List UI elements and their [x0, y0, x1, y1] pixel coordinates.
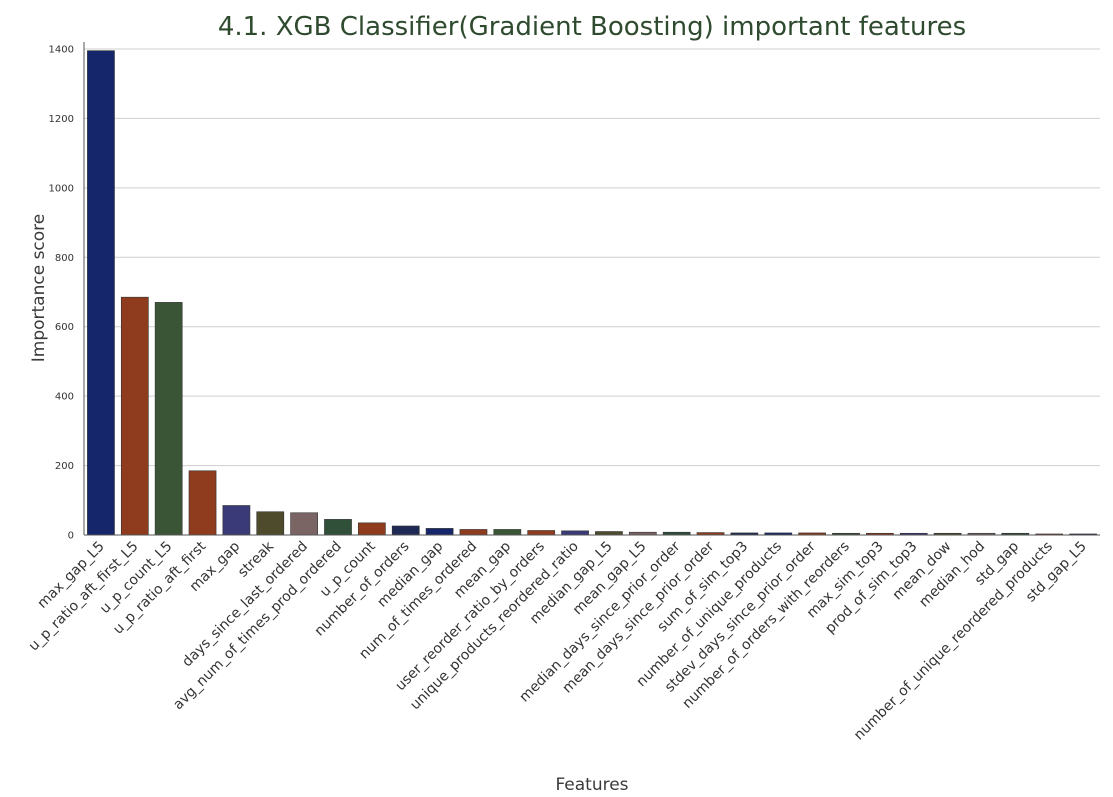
y-axis-ticks: 0 200 400 600 800 1000 1200 1400 — [49, 44, 74, 541]
bar-num-of-times-ordered — [459, 529, 488, 536]
y-tick-label: 600 — [55, 322, 74, 333]
bar-u-p-count — [358, 522, 386, 536]
bar-u-p-ratio-aft-first — [188, 470, 217, 536]
bars — [87, 50, 1097, 536]
bar-user-reorder-ratio-by-orders — [527, 530, 556, 536]
bar-u-p-count-l5 — [154, 302, 183, 536]
bar-days-since-last-ordered — [290, 512, 318, 536]
bar-u-p-ratio-aft-first-l5 — [120, 296, 149, 536]
bar-max-gap-l5 — [87, 50, 115, 536]
y-tick-label: 400 — [55, 392, 74, 403]
x-axis-label: Features — [555, 775, 628, 795]
bar-median-gap — [425, 528, 454, 536]
y-tick-label: 1000 — [49, 183, 74, 194]
x-axis-ticks: max_gap_L5u_p_ratio_aft_first_L5u_p_coun… — [26, 538, 1090, 744]
bar-number-of-orders — [391, 525, 420, 536]
bar-median-gap-l5 — [595, 531, 623, 536]
y-tick-label: 1400 — [49, 44, 74, 55]
bar-unique-products-reordered-ratio — [561, 530, 589, 536]
y-tick-label: 200 — [55, 461, 74, 472]
bar-avg-num-of-times-prod-ordered — [324, 519, 352, 536]
bar-max-gap — [222, 505, 251, 536]
y-tick-label: 800 — [55, 253, 74, 264]
grid — [84, 48, 1100, 467]
chart-title: 4.1. XGB Classifier(Gradient Boosting) i… — [218, 12, 966, 42]
bar-mean-gap — [493, 529, 522, 536]
y-axis-label: Importance score — [29, 214, 49, 363]
y-tick-label: 1200 — [49, 114, 74, 125]
y-tick-label: 0 — [68, 531, 74, 542]
bar-streak — [256, 511, 285, 536]
